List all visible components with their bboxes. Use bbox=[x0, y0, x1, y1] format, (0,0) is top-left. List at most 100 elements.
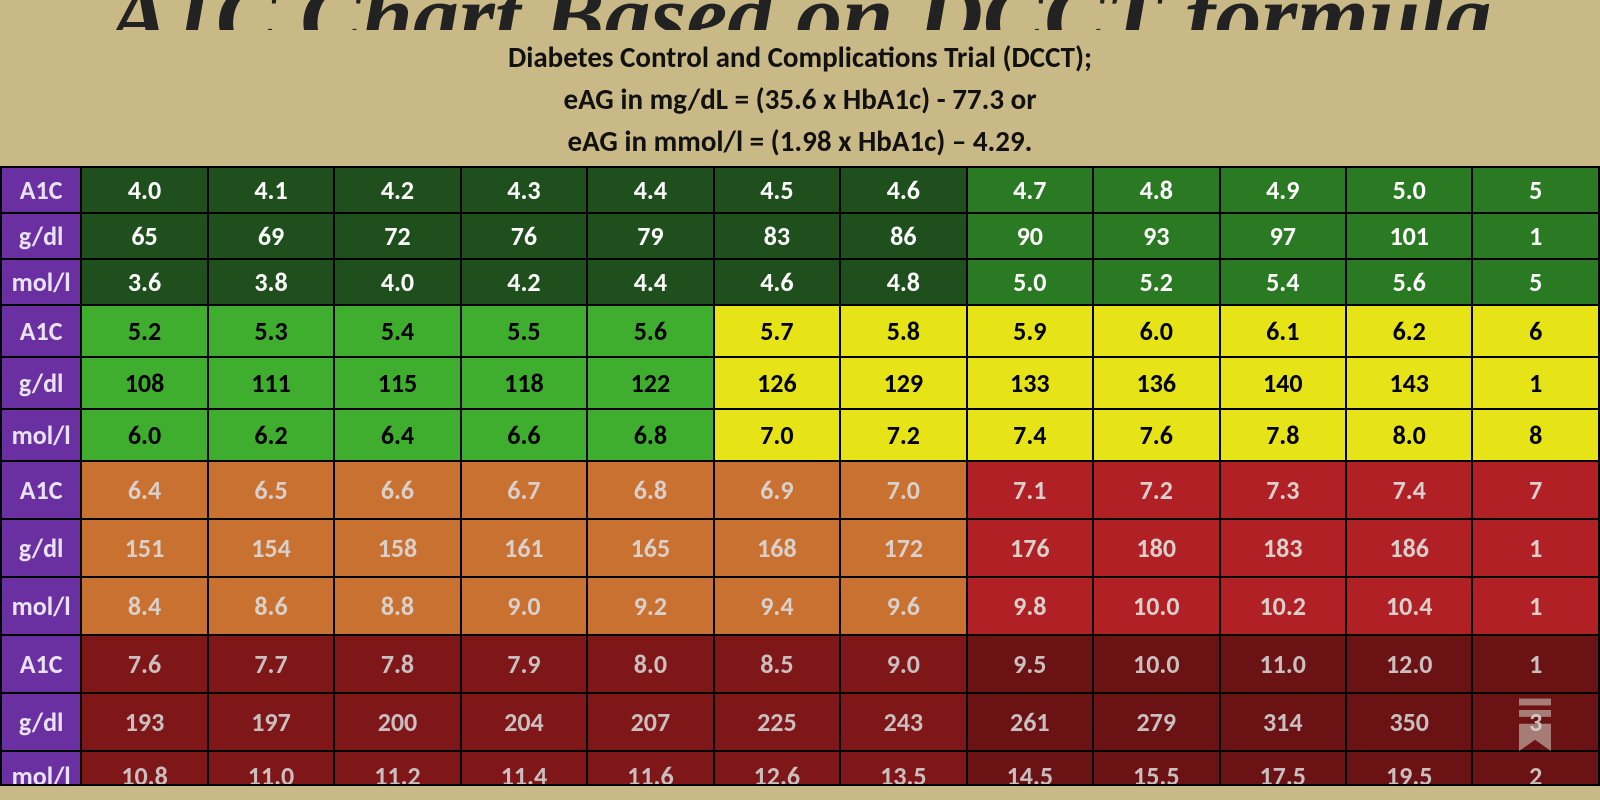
table-cell: 4.1 bbox=[208, 167, 334, 213]
table-cell: 4.3 bbox=[461, 167, 587, 213]
row-label: mol/l bbox=[1, 577, 81, 635]
table-cell: 4.4 bbox=[587, 259, 713, 305]
table-cell: 158 bbox=[334, 519, 460, 577]
row-label: A1C bbox=[1, 305, 81, 357]
table-cell: 1 bbox=[1472, 213, 1599, 259]
table-row: A1C7.67.77.87.98.08.59.09.510.011.012.01 bbox=[1, 635, 1599, 693]
table-row: mol/l6.06.26.46.66.87.07.27.47.67.88.08 bbox=[1, 409, 1599, 461]
table-cell: 90 bbox=[967, 213, 1093, 259]
table-cell: 7.4 bbox=[967, 409, 1093, 461]
table-cell: 10.0 bbox=[1093, 635, 1219, 693]
table-cell: 10.8 bbox=[81, 751, 207, 785]
table-cell: 3.8 bbox=[208, 259, 334, 305]
table-cell: 2 bbox=[1472, 751, 1599, 785]
table-cell: 7.0 bbox=[840, 461, 966, 519]
table-cell: 154 bbox=[208, 519, 334, 577]
table-cell: 72 bbox=[334, 213, 460, 259]
table-cell: 12.6 bbox=[714, 751, 840, 785]
table-cell: 9.2 bbox=[587, 577, 713, 635]
row-label: g/dl bbox=[1, 693, 81, 751]
table-cell: 7.8 bbox=[334, 635, 460, 693]
table-cell: 197 bbox=[208, 693, 334, 751]
table-cell: 76 bbox=[461, 213, 587, 259]
table-cell: 151 bbox=[81, 519, 207, 577]
table-cell: 7.3 bbox=[1220, 461, 1346, 519]
table-cell: 97 bbox=[1220, 213, 1346, 259]
table-cell: 6.0 bbox=[81, 409, 207, 461]
table-cell: 9.4 bbox=[714, 577, 840, 635]
table-cell: 180 bbox=[1093, 519, 1219, 577]
table-cell: 4.2 bbox=[461, 259, 587, 305]
table-cell: 5.6 bbox=[1346, 259, 1472, 305]
table-row: mol/l8.48.68.89.09.29.49.69.810.010.210.… bbox=[1, 577, 1599, 635]
table-cell: 13.5 bbox=[840, 751, 966, 785]
table-cell: 314 bbox=[1220, 693, 1346, 751]
table-cell: 4.9 bbox=[1220, 167, 1346, 213]
table-cell: 5.6 bbox=[587, 305, 713, 357]
table-cell: 4.0 bbox=[81, 167, 207, 213]
table-cell: 11.4 bbox=[461, 751, 587, 785]
table-cell: 279 bbox=[1093, 693, 1219, 751]
table-cell: 8 bbox=[1472, 409, 1599, 461]
table-cell: 9.8 bbox=[967, 577, 1093, 635]
table-cell: 8.4 bbox=[81, 577, 207, 635]
table-cell: 11.0 bbox=[208, 751, 334, 785]
table-cell: 5.4 bbox=[334, 305, 460, 357]
subtitle-line3: eAG in mmol/l = (1.98 x HbA1c) – 4.29. bbox=[0, 120, 1600, 162]
table-cell: 9.5 bbox=[967, 635, 1093, 693]
table-cell: 204 bbox=[461, 693, 587, 751]
table-cell: 5.8 bbox=[840, 305, 966, 357]
table-cell: 5.9 bbox=[967, 305, 1093, 357]
subtitle: Diabetes Control and Complications Trial… bbox=[0, 36, 1600, 162]
table-cell: 1 bbox=[1472, 577, 1599, 635]
table-cell: 6.9 bbox=[714, 461, 840, 519]
table-cell: 7.6 bbox=[81, 635, 207, 693]
table-cell: 5.2 bbox=[81, 305, 207, 357]
table-cell: 6.8 bbox=[587, 409, 713, 461]
table-cell: 7.2 bbox=[1093, 461, 1219, 519]
table-cell: 6.6 bbox=[334, 461, 460, 519]
a1c-table-wrap: A1C4.04.14.24.34.44.54.64.74.84.95.05g/d… bbox=[0, 166, 1600, 786]
table-cell: 7 bbox=[1472, 461, 1599, 519]
table-cell: 193 bbox=[81, 693, 207, 751]
table-cell: 11.2 bbox=[334, 751, 460, 785]
table-cell: 122 bbox=[587, 357, 713, 409]
table-cell: 261 bbox=[967, 693, 1093, 751]
row-label: g/dl bbox=[1, 213, 81, 259]
table-cell: 4.0 bbox=[334, 259, 460, 305]
table-cell: 5 bbox=[1472, 167, 1599, 213]
table-cell: 4.5 bbox=[714, 167, 840, 213]
table-cell: 6.8 bbox=[587, 461, 713, 519]
table-cell: 6.1 bbox=[1220, 305, 1346, 357]
table-cell: 168 bbox=[714, 519, 840, 577]
table-cell: 10.4 bbox=[1346, 577, 1472, 635]
row-label: A1C bbox=[1, 167, 81, 213]
table-cell: 243 bbox=[840, 693, 966, 751]
table-cell: 176 bbox=[967, 519, 1093, 577]
table-cell: 6.0 bbox=[1093, 305, 1219, 357]
subtitle-line1: Diabetes Control and Complications Trial… bbox=[0, 36, 1600, 78]
table-cell: 5.2 bbox=[1093, 259, 1219, 305]
table-cell: 9.0 bbox=[461, 577, 587, 635]
table-cell: 200 bbox=[334, 693, 460, 751]
table-cell: 225 bbox=[714, 693, 840, 751]
table-cell: 161 bbox=[461, 519, 587, 577]
table-cell: 4.8 bbox=[1093, 167, 1219, 213]
table-cell: 183 bbox=[1220, 519, 1346, 577]
table-cell: 17.5 bbox=[1220, 751, 1346, 785]
table-cell: 136 bbox=[1093, 357, 1219, 409]
table-cell: 4.6 bbox=[714, 259, 840, 305]
table-cell: 5.3 bbox=[208, 305, 334, 357]
table-cell: 4.2 bbox=[334, 167, 460, 213]
table-cell: 172 bbox=[840, 519, 966, 577]
table-cell: 7.0 bbox=[714, 409, 840, 461]
table-cell: 115 bbox=[334, 357, 460, 409]
table-cell: 7.8 bbox=[1220, 409, 1346, 461]
table-cell: 93 bbox=[1093, 213, 1219, 259]
table-row: g/dl656972767983869093971011 bbox=[1, 213, 1599, 259]
table-cell: 7.2 bbox=[840, 409, 966, 461]
table-cell: 10.2 bbox=[1220, 577, 1346, 635]
table-cell: 7.1 bbox=[967, 461, 1093, 519]
table-cell: 8.8 bbox=[334, 577, 460, 635]
table-cell: 4.4 bbox=[587, 167, 713, 213]
